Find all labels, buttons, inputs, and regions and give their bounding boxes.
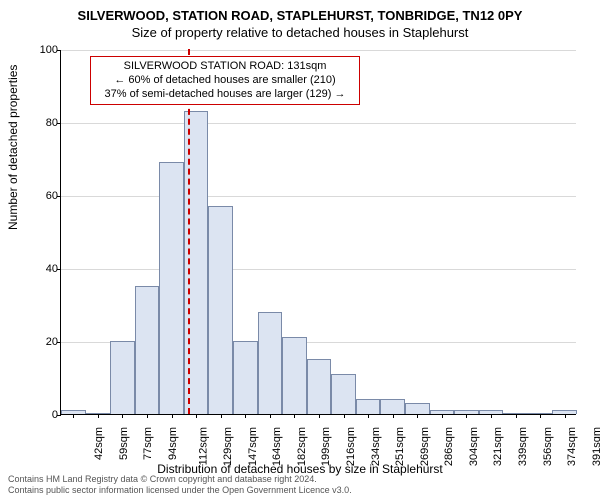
histogram-bar [307,359,332,414]
xtick-label: 59sqm [118,427,130,460]
xtick-mark [122,414,123,418]
xtick-label: 216sqm [345,427,357,466]
ytick-label: 40 [18,263,58,275]
annotation-callout: SILVERWOOD STATION ROAD: 131sqm ← 60% of… [90,56,360,105]
xtick-label: 304sqm [468,427,480,466]
xtick-label: 42sqm [93,427,105,460]
ytick-label: 60 [18,190,58,202]
footer-attribution: Contains HM Land Registry data © Crown c… [8,474,592,496]
xtick-mark [172,414,173,418]
xtick-mark [344,414,345,418]
footer-line-2: Contains public sector information licen… [8,485,592,496]
ytick-label: 80 [18,117,58,129]
footer-line-1: Contains HM Land Registry data © Crown c… [8,474,592,485]
xtick-label: 164sqm [271,427,283,466]
xtick-mark [270,414,271,418]
xtick-label: 339sqm [517,427,529,466]
y-axis-label: Number of detached properties [6,65,20,230]
histogram-bar [282,337,307,414]
xtick-label: 269sqm [419,427,431,466]
xtick-mark [442,414,443,418]
xtick-mark [565,414,566,418]
page-title: SILVERWOOD, STATION ROAD, STAPLEHURST, T… [0,0,600,23]
xtick-label: 321sqm [493,427,505,466]
histogram-bar [159,162,184,414]
xtick-mark [368,414,369,418]
gridline [61,196,576,197]
xtick-mark [491,414,492,418]
xtick-label: 251sqm [394,427,406,466]
xtick-mark [466,414,467,418]
xtick-mark [294,414,295,418]
annotation-line-2: ← 60% of detached houses are smaller (21… [97,74,353,88]
histogram-bar [331,374,356,414]
ytick-label: 20 [18,336,58,348]
xtick-label: 391sqm [591,427,600,466]
xtick-mark [417,414,418,418]
xtick-label: 94sqm [167,427,179,460]
xtick-mark [98,414,99,418]
xtick-mark [245,414,246,418]
ytick-label: 0 [18,409,58,421]
annotation-line-1: SILVERWOOD STATION ROAD: 131sqm [97,60,353,74]
xtick-mark [73,414,74,418]
xtick-mark [221,414,222,418]
gridline [61,50,576,51]
xtick-label: 77sqm [142,427,154,460]
histogram-bar [258,312,283,414]
xtick-label: 234sqm [370,427,382,466]
histogram-bar [110,341,135,414]
xtick-label: 129sqm [222,427,234,466]
xtick-label: 182sqm [296,427,308,466]
histogram-bar [233,341,258,414]
gridline [61,123,576,124]
xtick-label: 112sqm [197,427,209,465]
histogram-bar [405,403,430,414]
xtick-label: 199sqm [321,427,333,466]
xtick-mark [516,414,517,418]
histogram-bar [380,399,405,414]
xtick-label: 147sqm [247,427,259,466]
annotation-line-3: 37% of semi-detached houses are larger (… [97,88,353,102]
xtick-mark [319,414,320,418]
histogram-bar [208,206,233,414]
page-subtitle: Size of property relative to detached ho… [0,23,600,40]
xtick-mark [393,414,394,418]
xtick-mark [196,414,197,418]
xtick-mark [540,414,541,418]
histogram-bar [356,399,381,414]
xtick-label: 374sqm [566,427,578,466]
xtick-label: 286sqm [443,427,455,466]
xtick-mark [147,414,148,418]
gridline [61,269,576,270]
xtick-label: 356sqm [542,427,554,466]
ytick-label: 100 [18,44,58,56]
histogram-bar [135,286,160,414]
